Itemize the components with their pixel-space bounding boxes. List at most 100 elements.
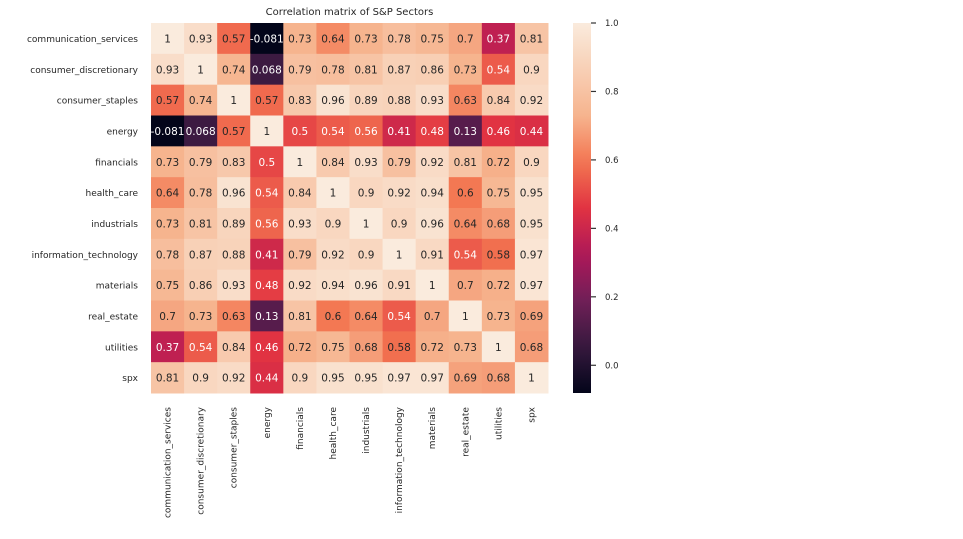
heatmap-cell (283, 269, 317, 301)
heatmap-cell (217, 269, 251, 301)
y-tick-label: energy (107, 127, 139, 137)
cell-value-label: -0.081 (151, 126, 185, 138)
cell-value-label: 0.86 (189, 280, 213, 292)
cell-value-label: 0.95 (520, 188, 543, 200)
cell-value-label: 0.73 (288, 33, 311, 45)
cell-value-label: 0.48 (255, 280, 278, 292)
heatmap-cell (514, 115, 549, 147)
cell-value-label: 0.5 (258, 157, 275, 169)
heatmap-cell (382, 331, 417, 363)
heatmap-cell (217, 23, 251, 55)
cell-value-label: 0.94 (421, 188, 445, 200)
heatmap-cell (283, 331, 317, 363)
colorbar-gradient (573, 23, 591, 393)
heatmap-cell (151, 84, 185, 116)
cell-value-label: 0.72 (487, 157, 510, 169)
cell-value-label: 0.54 (454, 249, 478, 261)
heatmap-cell (382, 115, 417, 147)
heatmap-cell (184, 238, 218, 271)
heatmap-cell (514, 84, 549, 116)
x-tick-label: utilities (494, 407, 504, 440)
heatmap-cell (349, 84, 384, 116)
cell-value-label: 0.97 (387, 373, 410, 385)
heatmap-cell (349, 300, 384, 332)
heatmap-cell (316, 23, 350, 55)
cell-value-label: 0.54 (255, 188, 279, 200)
cell-value-label: 0.5 (292, 126, 309, 138)
heatmap-cell (217, 53, 251, 86)
heatmap-cell (316, 53, 350, 86)
heatmap-cell (448, 300, 483, 332)
cell-value-label: 0.68 (354, 342, 377, 354)
heatmap-cell (514, 300, 549, 332)
cell-value-label: 0.57 (255, 95, 278, 107)
heatmap-cell (514, 269, 549, 301)
heatmap-cell (415, 238, 450, 271)
cell-value-label: 0.75 (487, 188, 510, 200)
heatmap-cell (250, 177, 284, 209)
cell-value-label: 0.068 (252, 64, 282, 76)
heatmap-cell (349, 208, 384, 240)
cell-value-label: 0.69 (520, 311, 543, 323)
cell-value-label: 0.91 (387, 280, 410, 292)
cell-value-label: 0.87 (189, 249, 212, 261)
heatmap-cell (415, 53, 450, 86)
heatmap-cell (217, 300, 251, 332)
y-tick-label: spx (122, 374, 138, 384)
y-tick-label: utilities (105, 343, 138, 353)
cell-value-label: 0.46 (487, 126, 511, 138)
heatmap-cell (448, 269, 483, 301)
x-tick-label: materials (428, 407, 438, 450)
heatmap-cell (514, 331, 549, 363)
heatmap-cell (217, 362, 251, 394)
heatmap-cell (448, 146, 483, 178)
cell-value-label: 0.81 (288, 311, 311, 323)
x-tick-label: financials (296, 407, 306, 450)
x-tick-label: energy (263, 406, 273, 438)
heatmap-cell (184, 84, 218, 116)
chart-title: Correlation matrix of S&P Sectors (266, 7, 434, 18)
cell-value-label: 0.72 (487, 280, 510, 292)
cell-value-label: 0.92 (421, 157, 444, 169)
heatmap-cell (514, 177, 549, 209)
heatmap-cell (448, 53, 483, 86)
heatmap-cell (415, 331, 450, 363)
heatmap-cell (250, 269, 284, 301)
cell-value-label: 0.56 (354, 126, 378, 138)
cell-value-label: 0.92 (520, 95, 543, 107)
cell-value-label: 0.92 (222, 373, 245, 385)
heatmap-cell (448, 362, 483, 394)
cell-value-label: 0.84 (222, 342, 246, 354)
cell-value-label: 0.7 (457, 33, 474, 45)
cell-value-label: 0.6 (457, 188, 474, 200)
heatmap-cell (151, 208, 185, 240)
heatmap-cell (250, 53, 284, 86)
heatmap-cell (448, 238, 483, 271)
heatmap-cell (349, 177, 384, 209)
heatmap-cell (382, 269, 417, 301)
heatmap-cell (448, 84, 483, 116)
cell-value-label: 1 (528, 373, 535, 385)
heatmap-cell (151, 331, 185, 363)
heatmap-cell (283, 23, 317, 55)
cell-value-label: 0.58 (487, 249, 510, 261)
heatmap-cell (415, 362, 450, 394)
heatmap-cell (184, 208, 218, 240)
heatmap-cell (217, 238, 251, 271)
cell-value-label: 0.37 (487, 33, 510, 45)
heatmap-cell (283, 53, 317, 86)
y-tick-labels: communication_services consumer_discretio… (27, 35, 139, 384)
cell-value-label: 0.64 (354, 311, 378, 323)
cell-value-label: 0.68 (487, 218, 510, 230)
cell-value-label: 0.9 (325, 218, 342, 230)
heatmap-cell (250, 115, 284, 147)
heatmap-cell (415, 177, 450, 209)
cell-value-label: 0.93 (222, 280, 245, 292)
cell-value-label: 0.9 (292, 373, 309, 385)
cell-value-label: 0.96 (222, 188, 246, 200)
heatmap-cell (316, 177, 350, 209)
x-tick-label: health_care (329, 407, 339, 460)
heatmap-cell (151, 269, 185, 301)
cell-value-label: 0.92 (321, 249, 344, 261)
cell-value-label: 0.44 (520, 126, 544, 138)
